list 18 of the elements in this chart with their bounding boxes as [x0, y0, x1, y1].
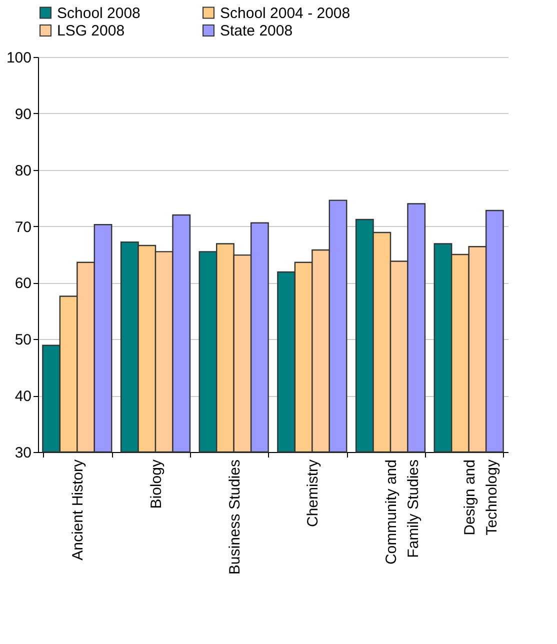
y-tick-label: 80	[14, 162, 32, 180]
legend-label: LSG 2008	[57, 22, 125, 40]
x-tick-label: Ancient History	[70, 459, 87, 560]
legend-label: School 2004 - 2008	[220, 4, 350, 22]
x-tick-label: Chemistry	[304, 459, 322, 528]
legend-label: School 2008	[57, 4, 140, 22]
y-tick-label: 90	[14, 106, 32, 123]
legend-label: State 2008	[220, 22, 293, 40]
y-tick-label: 60	[14, 275, 32, 292]
y-tick-label: 70	[14, 218, 32, 236]
x-tick-label: Biology	[148, 459, 165, 509]
x-tick-label: Design and Technology	[461, 459, 500, 536]
y-tick-label: 100	[6, 50, 32, 66]
y-tick-label: 40	[14, 388, 32, 406]
x-tick-label: Community and Family Studies	[383, 460, 422, 565]
y-tick-label: 30	[14, 444, 32, 462]
y-tick-label: 50	[14, 332, 32, 349]
x-tick-label: Business Studies	[226, 460, 244, 575]
